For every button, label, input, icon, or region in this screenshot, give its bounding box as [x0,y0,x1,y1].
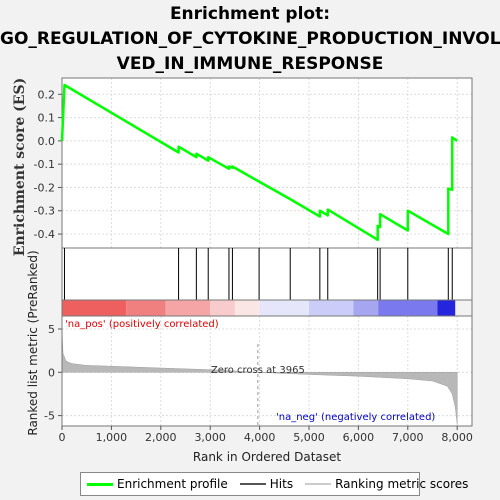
legend-label-profile: Enrichment profile [117,477,228,491]
metric-panel-frame [61,315,473,427]
metric-xtick-label: 4,000 [244,431,276,444]
metric-xtick-label: 3,000 [194,431,226,444]
legend-swatch-metric [305,483,332,485]
es-ytick-label: 0.0 [38,135,56,148]
metric-xtick-label: 1,000 [96,431,128,444]
colorbar-segment [126,300,166,316]
metric-xtick-label: 7,000 [392,431,424,444]
legend-swatch-hits [239,483,266,485]
metric-xlabel: Rank in Ordered Dataset [193,450,341,464]
es-profile-line [60,83,458,242]
metric-ytick-label: 5 [48,323,55,336]
colorbar-segment [210,300,235,316]
colorbar-segment [234,300,260,316]
metric-ytick-label: 0 [48,366,55,379]
colorbar-segment [62,300,127,316]
legend-label-metric: Ranking metric scores [335,477,469,491]
enrichment-chart: 0.2 0.1 0.0 -0.1 -0.2 -0.3 -0.4 Enrichment scor… [12,77,473,464]
chart-title-line-3: VED_IN_IMMUNE_RESPONSE [116,54,384,74]
metric-xtick-label: 8,000 [441,431,473,444]
zero-cross-label: Zero cross at 3965 [211,365,305,376]
es-ytick-label: 0.1 [38,112,56,125]
colorbar-segment [437,300,456,316]
es-ylabel: Enrichment score (ES) [12,78,28,256]
es-ytick-label: -0.3 [34,205,55,218]
chart-title-line-2: GO_REGULATION_OF_CYTOKINE_PRODUCTION_INV… [0,29,500,49]
colorbar-segment [165,300,211,316]
colorbar-segment [259,300,309,316]
metric-ytick-label: -5 [44,410,55,423]
metric-xtick-label: 2,000 [145,431,177,444]
es-ytick-label: -0.1 [34,158,55,171]
colorbar-segment [308,300,354,316]
colorbar-segment [353,300,379,316]
legend: Enrichment profile Hits Ranking metric s… [80,472,468,496]
pos-label: 'na_pos' (positively correlated) [65,319,219,330]
metric-area [61,328,458,425]
metric-xtick-label: 6,000 [343,431,375,444]
chart-title-line-1: Enrichment plot: [169,4,331,24]
hits-panel [61,247,473,301]
metric-xtick-label: 0 [59,431,66,444]
neg-label: 'na_neg' (negatively correlated) [276,412,435,423]
legend-item-profile: Enrichment profile [87,477,228,491]
legend-item-metric: Ranking metric scores [305,477,468,491]
es-ytick-label: 0.2 [38,88,56,101]
metric-ylabel: Ranked list metric (PreRanked) [26,250,40,435]
legend-item-hits: Hits [239,477,294,491]
legend-label-hits: Hits [269,477,294,491]
es-ytick-label: -0.4 [34,228,55,241]
legend-swatch-profile [87,482,113,486]
metric-xtick-label: 5,000 [293,431,325,444]
es-panel-bg [62,78,472,248]
colorbar-segment [378,300,438,316]
es-ytick-label: -0.2 [34,181,55,194]
